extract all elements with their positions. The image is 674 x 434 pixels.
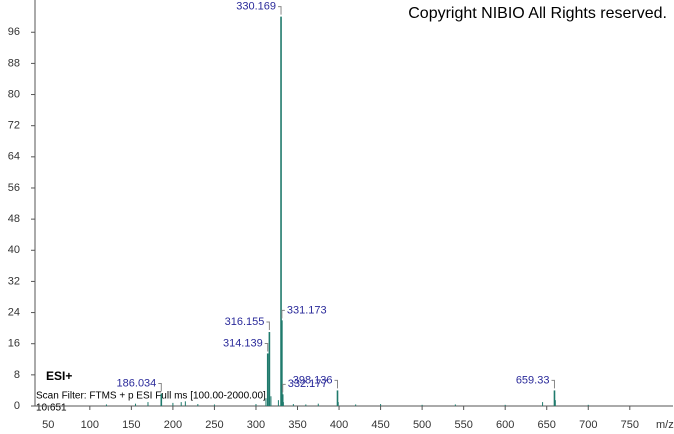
peak-label: 331.173: [287, 304, 327, 316]
peak-label-leader: [264, 342, 269, 352]
x-tick-label: 650: [538, 419, 556, 431]
scan-filter: Scan Filter: FTMS + p ESI Full ms [100.0…: [36, 391, 266, 402]
y-tick-label: 80: [8, 88, 20, 100]
y-tick-label: 32: [8, 275, 20, 287]
x-tick-label: 750: [621, 419, 639, 431]
peak-label: 186.034: [117, 377, 157, 389]
y-tick-label: 0: [14, 400, 20, 412]
x-tick-label: 300: [247, 419, 265, 431]
x-tick-label: 200: [164, 419, 182, 431]
peak-label-leader: [334, 379, 338, 389]
y-tick-label: 96: [8, 26, 20, 38]
x-tick-label: 150: [122, 419, 140, 431]
x-tick-label: 100: [81, 419, 99, 431]
chart-title: Copyright NIBIO All Rights reserved.: [408, 5, 667, 22]
x-tick-label: 700: [579, 419, 597, 431]
peak-label: 330.169: [236, 1, 276, 13]
y-tick-label: 24: [8, 306, 20, 318]
x-tick-label: 400: [330, 419, 348, 431]
y-tick-label: 56: [8, 182, 20, 194]
peak-label: 398.136: [293, 374, 333, 386]
x-axis-label: m/z: [656, 419, 674, 431]
y-tick-label: 40: [8, 244, 20, 256]
x-tick-label: 450: [371, 419, 389, 431]
x-tick-label: 600: [496, 419, 514, 431]
peak-label-leader: [158, 383, 162, 392]
y-tick-label: 48: [8, 213, 20, 225]
peak-label: 316.155: [225, 316, 265, 328]
y-tick-label: 16: [8, 338, 20, 350]
peak-label-leader: [266, 321, 270, 331]
y-tick-label: 8: [14, 369, 20, 381]
retention-time: 10.651: [36, 403, 67, 414]
peak-label: 314.139: [223, 337, 263, 349]
x-tick-label: 350: [288, 419, 306, 431]
x-tick-label: 550: [454, 419, 472, 431]
x-tick-label: 50: [42, 419, 54, 431]
y-tick-label: 72: [8, 120, 20, 132]
peak-label: 332.177: [288, 378, 328, 390]
y-tick-label: 88: [8, 57, 20, 69]
peak-label-leader: [278, 6, 282, 15]
peak-label-leader: [281, 309, 285, 319]
y-tick-label: 64: [8, 151, 20, 163]
peak-label-leader: [282, 383, 286, 393]
x-tick-label: 500: [413, 419, 431, 431]
x-tick-label: 250: [205, 419, 223, 431]
peak-label: 659.33: [516, 374, 550, 386]
peak-label-leader: [551, 379, 555, 389]
ionization-label: ESI+: [46, 369, 72, 383]
